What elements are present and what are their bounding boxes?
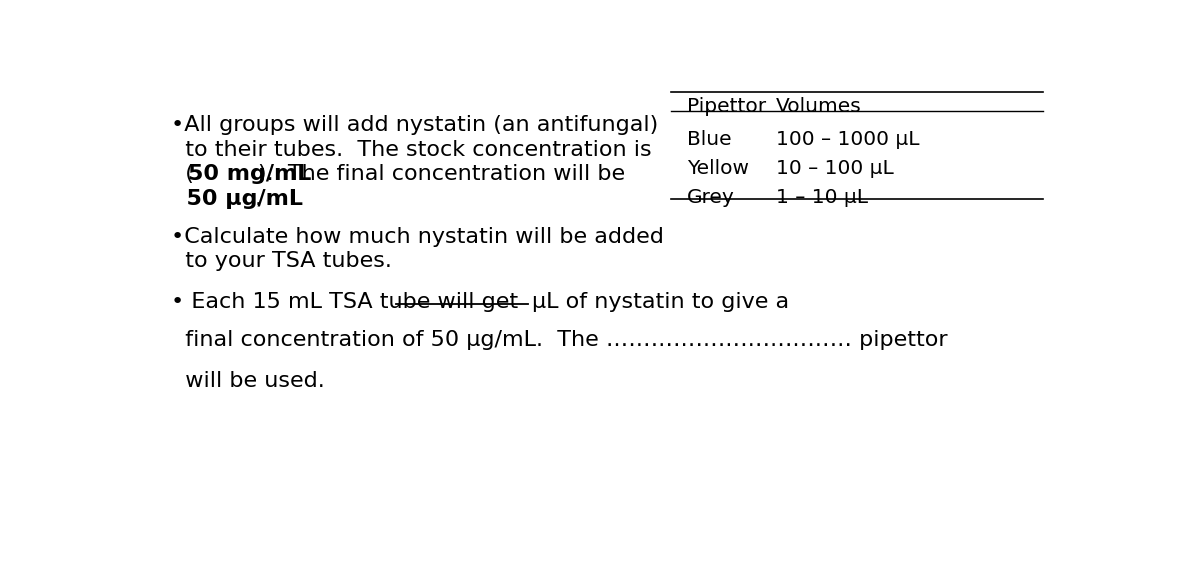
Text: 50 mg/mL: 50 mg/mL	[188, 164, 312, 184]
Text: 10 – 100 μL: 10 – 100 μL	[776, 159, 893, 178]
Text: • Each 15 mL TSA tube will get: • Each 15 mL TSA tube will get	[172, 292, 519, 312]
Text: Volumes: Volumes	[776, 97, 861, 116]
Text: ).  The final concentration will be: ). The final concentration will be	[258, 164, 626, 184]
Text: to their tubes.  The stock concentration is: to their tubes. The stock concentration …	[172, 140, 652, 160]
Text: to your TSA tubes.: to your TSA tubes.	[172, 251, 392, 271]
Text: 50 μg/mL: 50 μg/mL	[172, 189, 303, 209]
Text: Pipettor: Pipettor	[687, 97, 766, 116]
Text: •All groups will add nystatin (an antifungal): •All groups will add nystatin (an antifu…	[172, 115, 659, 135]
Text: will be used.: will be used.	[172, 371, 325, 391]
Text: (: (	[172, 164, 194, 184]
Text: Yellow: Yellow	[687, 159, 749, 178]
Text: Grey: Grey	[687, 188, 735, 207]
Text: μL of nystatin to give a: μL of nystatin to give a	[532, 292, 789, 312]
Text: •Calculate how much nystatin will be added: •Calculate how much nystatin will be add…	[172, 226, 665, 247]
Text: final concentration of 50 μg/mL.  The …………………………… pipettor: final concentration of 50 μg/mL. The …………	[172, 331, 948, 350]
Text: .: .	[255, 189, 262, 209]
Text: 1 – 10 μL: 1 – 10 μL	[776, 188, 867, 207]
Text: 100 – 1000 μL: 100 – 1000 μL	[776, 130, 920, 148]
Text: Blue: Blue	[687, 130, 731, 148]
